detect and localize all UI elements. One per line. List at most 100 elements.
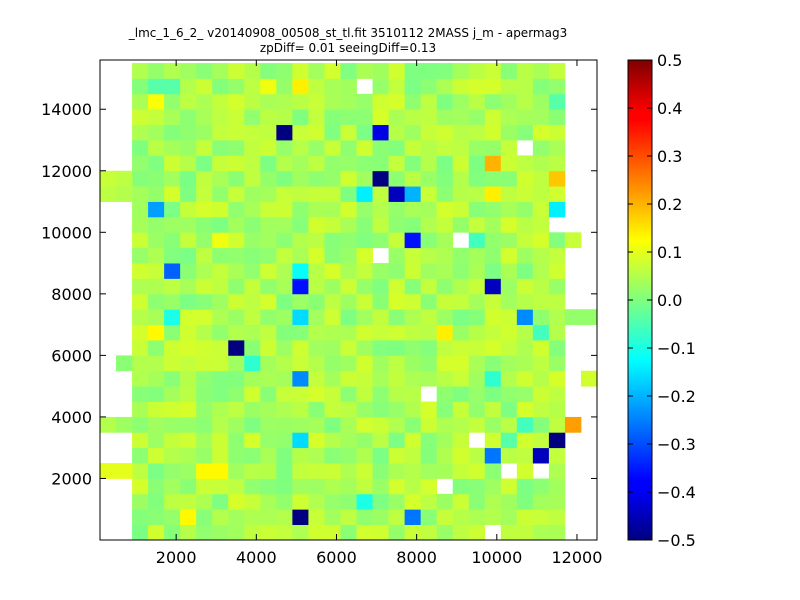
heatmap-cell [372,201,389,218]
heatmap-cell [308,263,325,279]
heatmap-cell [260,63,277,79]
heatmap-cell [148,186,165,202]
heatmap-cell [148,63,165,79]
heatmap-cell [180,232,197,249]
heatmap-cell [500,478,518,495]
heatmap-cell [212,93,229,110]
heatmap-cell [340,370,357,387]
heatmap-cell [340,140,357,156]
heatmap-cell [420,416,438,433]
heatmap-cell [260,247,277,264]
heatmap-cell [532,355,550,372]
heatmap-cell [276,340,293,356]
heatmap-cell [516,478,534,495]
heatmap-cell [228,493,245,510]
heatmap-cell [164,186,181,202]
heatmap-cell [164,355,181,372]
heatmap-cell [404,524,422,541]
heatmap-cell [340,63,357,79]
heatmap-cell [164,155,181,172]
heatmap-cell [308,370,325,387]
heatmap-cell [308,140,325,156]
heatmap-cell [468,355,486,372]
heatmap-cell [564,416,582,433]
heatmap-cell [148,247,165,264]
heatmap-cell [372,478,389,495]
heatmap-cell [196,124,213,141]
heatmap-cell [516,263,534,279]
heatmap-cell [420,93,438,110]
plot-frame [99,59,598,541]
heatmap-cell [484,324,502,341]
heatmap-cell [276,463,293,479]
heatmap-cell [500,432,518,449]
heatmap-cell [372,155,389,172]
heatmap-cell [212,493,229,510]
heatmap-cell [532,478,550,495]
colorbar-tick-label: −0.3 [657,435,696,454]
heatmap-cell [260,293,277,310]
heatmap-cell [260,309,277,326]
heatmap-cell [340,201,357,218]
heatmap-cell [580,309,598,326]
heatmap-cell [356,416,373,433]
heatmap-cell [244,447,261,464]
heatmap-cell [324,124,341,141]
heatmap-cell [212,78,229,95]
heatmap-cell [212,124,229,141]
heatmap-cell [420,401,438,418]
heatmap-cell [356,155,373,172]
heatmap-cell [452,493,470,510]
heatmap-cell [484,170,502,187]
heatmap-cell [244,232,261,249]
heatmap-cell [452,216,470,233]
heatmap-cell [388,186,406,202]
heatmap-cell [532,524,550,541]
heatmap-cell [468,340,486,356]
heatmap-cell [260,78,277,95]
heatmap-cell [164,232,181,249]
heatmap-cell [356,401,373,418]
heatmap-cell [516,78,534,95]
heatmap-cell [244,93,261,110]
heatmap-cell [260,170,277,187]
heatmap-cell [532,63,550,79]
heatmap-cell [292,309,309,326]
y-tick-label: 8000 [51,285,92,304]
heatmap-cell [212,416,229,433]
heatmap-cell [100,170,117,187]
heatmap-cell [388,201,406,218]
heatmap-cell [180,93,197,110]
heatmap-cell [404,447,422,464]
heatmap-cell [484,78,502,95]
heatmap-cell [532,263,550,279]
heatmap-cell [468,216,486,233]
heatmap-cell [484,263,502,279]
heatmap-cell [452,140,470,156]
heatmap-cell [388,370,406,387]
heatmap-cell [228,124,245,141]
heatmap-cell [564,309,582,326]
heatmap-cell [196,416,213,433]
heatmap-cell [404,370,422,387]
colorbar-tick-label: −0.1 [657,339,696,358]
heatmap-cell [436,509,454,526]
heatmap-cell [212,355,229,372]
heatmap-cell [500,309,518,326]
heatmap-cell [164,493,181,510]
heatmap-cell [212,109,229,126]
heatmap-cell [436,493,454,510]
heatmap-cell [276,524,293,541]
heatmap-cell [292,278,309,295]
heatmap-cell [404,201,422,218]
heatmap-cell [548,278,566,295]
heatmap-cell [276,63,293,79]
heatmap-cell [148,401,165,418]
heatmap-cell [484,386,502,402]
heatmap-cell [404,309,422,326]
heatmap-cell [180,278,197,295]
heatmap-cell [372,140,389,156]
heatmap-cell [404,509,422,526]
heatmap-cell [196,155,213,172]
heatmap-cell [452,524,470,541]
